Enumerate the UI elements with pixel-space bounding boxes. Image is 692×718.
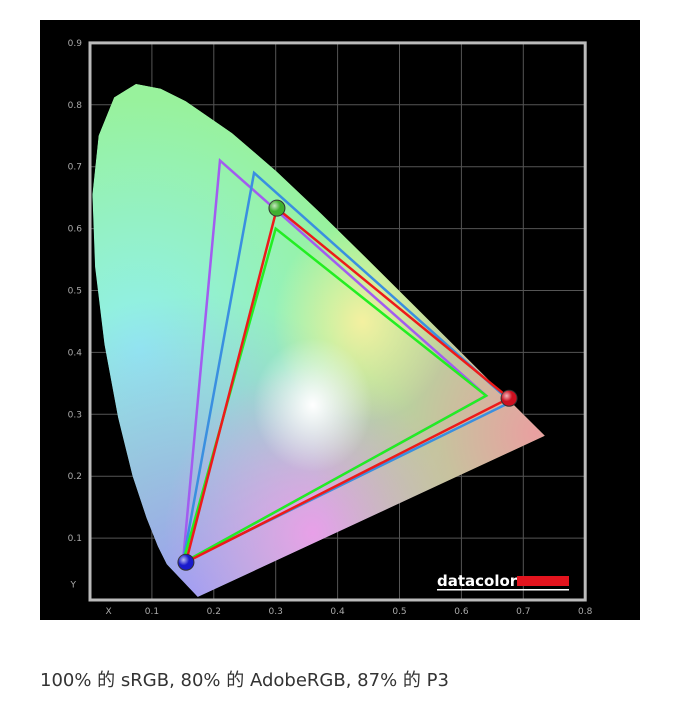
y-tick-label: 0.1 <box>68 534 82 544</box>
gamut-triangle <box>184 205 512 565</box>
x-tick-label: 0.3 <box>269 607 283 617</box>
y-tick-label: 0.2 <box>68 472 82 482</box>
x-tick-label: 0.8 <box>578 607 593 617</box>
y-tick-label: 0.4 <box>68 348 83 358</box>
x-tick-label: 0.6 <box>454 607 469 617</box>
datacolor-logo-bar <box>517 576 569 586</box>
primary-marker-highlight <box>268 200 285 217</box>
y-axis-label: Y <box>70 581 77 591</box>
y-tick-label: 0.8 <box>68 101 83 111</box>
x-axis-label: X <box>105 607 111 617</box>
x-tick-label: 0.5 <box>392 607 406 617</box>
primary-marker-highlight <box>177 554 194 571</box>
x-tick-label: 0.2 <box>207 607 221 617</box>
cie-chromaticity-chart: 0.1 0.2 0.3 0.4 0.5 0.6 0.7 0.8 0.1 0.2 0.3 0.4 0.5 0… <box>40 20 640 620</box>
datacolor-logo-text: datacolor <box>437 572 518 590</box>
chart-svg: 0.1 0.2 0.3 0.4 0.5 0.6 0.7 0.8 0.1 0.2 0.3 0.4 0.5 0… <box>68 39 593 617</box>
x-tick-label: 0.7 <box>516 607 530 617</box>
y-tick-label: 0.7 <box>68 163 82 173</box>
primary-marker-highlight <box>501 390 518 407</box>
x-tick-label: 0.4 <box>330 607 345 617</box>
y-tick-label: 0.6 <box>68 225 83 235</box>
gamut-coverage-caption: 100% 的 sRGB, 80% 的 AdobeRGB, 87% 的 P3 <box>40 670 449 691</box>
gamut-triangle <box>181 170 514 566</box>
datacolor-logo-underline <box>437 589 569 591</box>
y-tick-label: 0.9 <box>68 39 83 49</box>
plot-frame <box>88 41 587 602</box>
y-tick-label: 0.3 <box>68 410 82 420</box>
y-tick-label: 0.5 <box>68 287 82 297</box>
x-tick-label: 0.1 <box>145 607 159 617</box>
